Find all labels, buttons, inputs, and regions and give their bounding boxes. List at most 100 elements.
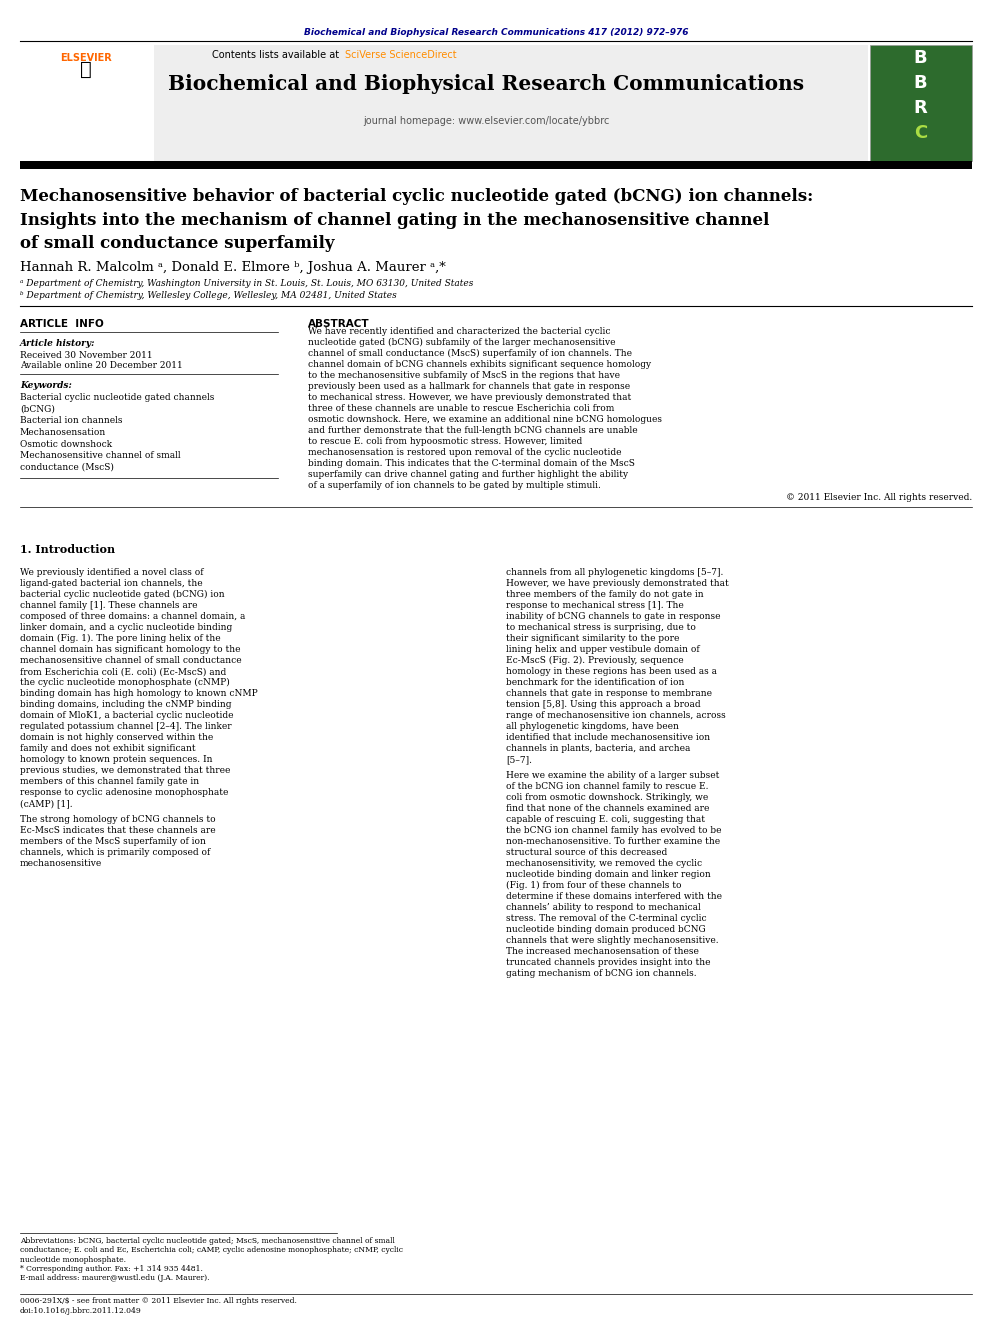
Text: channel family [1]. These channels are: channel family [1]. These channels are	[20, 601, 197, 610]
Text: channels that gate in response to membrane: channels that gate in response to membra…	[506, 689, 712, 699]
Text: mechanosensitive channel of small conductance: mechanosensitive channel of small conduc…	[20, 656, 241, 665]
Text: Available online 20 December 2011: Available online 20 December 2011	[20, 361, 183, 370]
Text: benchmark for the identification of ion: benchmark for the identification of ion	[506, 677, 684, 687]
Text: to the mechanosensitive subfamily of MscS in the regions that have: to the mechanosensitive subfamily of Msc…	[308, 370, 620, 380]
Text: Ec-MscS indicates that these channels are: Ec-MscS indicates that these channels ar…	[20, 826, 215, 835]
Text: Mechanosensitive channel of small: Mechanosensitive channel of small	[20, 451, 181, 460]
Text: channels in plants, bacteria, and archea: channels in plants, bacteria, and archea	[506, 744, 690, 753]
Text: doi:10.1016/j.bbrc.2011.12.049: doi:10.1016/j.bbrc.2011.12.049	[20, 1307, 142, 1315]
Text: superfamily can drive channel gating and further highlight the ability: superfamily can drive channel gating and…	[308, 470, 628, 479]
Text: all phylogenetic kingdoms, have been: all phylogenetic kingdoms, have been	[506, 722, 679, 732]
Text: B: B	[914, 49, 928, 67]
Text: [5–7].: [5–7].	[506, 755, 532, 763]
Text: Biochemical and Biophysical Research Communications 417 (2012) 972–976: Biochemical and Biophysical Research Com…	[304, 28, 688, 37]
Text: identified that include mechanosensitive ion: identified that include mechanosensitive…	[506, 733, 710, 742]
Text: mechanosensitivity, we removed the cyclic: mechanosensitivity, we removed the cycli…	[506, 859, 702, 868]
Text: (cAMP) [1].: (cAMP) [1].	[20, 799, 72, 808]
Text: binding domain. This indicates that the C-terminal domain of the MscS: binding domain. This indicates that the …	[308, 459, 635, 467]
Text: non-mechanosensitive. To further examine the: non-mechanosensitive. To further examine…	[506, 837, 720, 847]
Text: channel domain of bCNG channels exhibits significant sequence homology: channel domain of bCNG channels exhibits…	[308, 360, 651, 369]
Text: previous studies, we demonstrated that three: previous studies, we demonstrated that t…	[20, 766, 230, 775]
Text: Mechanosensitive behavior of bacterial cyclic nucleotide gated (bCNG) ion channe: Mechanosensitive behavior of bacterial c…	[20, 188, 813, 205]
Text: Abbreviations: bCNG, bacterial cyclic nucleotide gated; MscS, mechanosensitive c: Abbreviations: bCNG, bacterial cyclic nu…	[20, 1237, 395, 1245]
Text: regulated potassium channel [2–4]. The linker: regulated potassium channel [2–4]. The l…	[20, 722, 231, 732]
Text: composed of three domains: a channel domain, a: composed of three domains: a channel dom…	[20, 613, 245, 622]
Text: Bacterial cyclic nucleotide gated channels: Bacterial cyclic nucleotide gated channe…	[20, 393, 214, 402]
Text: capable of rescuing E. coli, suggesting that: capable of rescuing E. coli, suggesting …	[506, 815, 705, 824]
Text: bacterial cyclic nucleotide gated (bCNG) ion: bacterial cyclic nucleotide gated (bCNG)…	[20, 590, 224, 599]
Text: 0006-291X/$ - see front matter © 2011 Elsevier Inc. All rights reserved.: 0006-291X/$ - see front matter © 2011 El…	[20, 1297, 297, 1304]
Text: determine if these domains interfered with the: determine if these domains interfered wi…	[506, 892, 722, 901]
Text: mechanosensation is restored upon removal of the cyclic nucleotide: mechanosensation is restored upon remova…	[308, 447, 621, 456]
Text: their significant similarity to the pore: their significant similarity to the pore	[506, 634, 680, 643]
Text: Bacterial ion channels: Bacterial ion channels	[20, 417, 122, 425]
Text: coli from osmotic downshock. Strikingly, we: coli from osmotic downshock. Strikingly,…	[506, 792, 708, 802]
Text: lining helix and upper vestibule domain of: lining helix and upper vestibule domain …	[506, 646, 699, 654]
Text: conductance (MscS): conductance (MscS)	[20, 463, 114, 472]
Text: of the bCNG ion channel family to rescue E.: of the bCNG ion channel family to rescue…	[506, 782, 708, 791]
Text: structural source of this decreased: structural source of this decreased	[506, 848, 668, 857]
Text: journal homepage: www.elsevier.com/locate/ybbrc: journal homepage: www.elsevier.com/locat…	[363, 116, 609, 127]
Text: channels, which is primarily composed of: channels, which is primarily composed of	[20, 848, 210, 857]
Text: © 2011 Elsevier Inc. All rights reserved.: © 2011 Elsevier Inc. All rights reserved…	[786, 492, 972, 501]
Text: The strong homology of bCNG channels to: The strong homology of bCNG channels to	[20, 815, 215, 824]
Text: to mechanical stress. However, we have previously demonstrated that: to mechanical stress. However, we have p…	[308, 393, 631, 402]
Text: tension [5,8]. Using this approach a broad: tension [5,8]. Using this approach a bro…	[506, 700, 700, 709]
Text: nucleotide gated (bCNG) subfamily of the larger mechanosensitive: nucleotide gated (bCNG) subfamily of the…	[308, 337, 615, 347]
Text: linker domain, and a cyclic nucleotide binding: linker domain, and a cyclic nucleotide b…	[20, 623, 232, 632]
Text: Biochemical and Biophysical Research Communications: Biochemical and Biophysical Research Com…	[168, 74, 805, 94]
Text: We previously identified a novel class of: We previously identified a novel class o…	[20, 568, 203, 577]
Text: C: C	[914, 124, 928, 143]
Text: gating mechanism of bCNG ion channels.: gating mechanism of bCNG ion channels.	[506, 968, 696, 978]
FancyBboxPatch shape	[20, 45, 868, 161]
Text: nucleotide monophosphate.: nucleotide monophosphate.	[20, 1256, 126, 1263]
Text: to rescue E. coli from hypoosmotic stress. However, limited: to rescue E. coli from hypoosmotic stres…	[308, 437, 581, 446]
Text: members of the MscS superfamily of ion: members of the MscS superfamily of ion	[20, 837, 205, 847]
Text: range of mechanosensitive ion channels, across: range of mechanosensitive ion channels, …	[506, 710, 726, 720]
Text: members of this channel family gate in: members of this channel family gate in	[20, 777, 199, 786]
Text: binding domains, including the cNMP binding: binding domains, including the cNMP bind…	[20, 700, 231, 709]
Text: response to cyclic adenosine monophosphate: response to cyclic adenosine monophospha…	[20, 787, 228, 796]
Text: find that none of the channels examined are: find that none of the channels examined …	[506, 804, 709, 814]
Text: from Escherichia coli (E. coli) (Ec-MscS) and: from Escherichia coli (E. coli) (Ec-MscS…	[20, 667, 226, 676]
Text: three members of the family do not gate in: three members of the family do not gate …	[506, 590, 703, 599]
Text: channel domain has significant homology to the: channel domain has significant homology …	[20, 646, 240, 654]
Text: the bCNG ion channel family has evolved to be: the bCNG ion channel family has evolved …	[506, 826, 721, 835]
Text: Ec-MscS (Fig. 2). Previously, sequence: Ec-MscS (Fig. 2). Previously, sequence	[506, 656, 683, 665]
Text: osmotic downshock. Here, we examine an additional nine bCNG homologues: osmotic downshock. Here, we examine an a…	[308, 414, 662, 423]
Text: channels’ ability to respond to mechanical: channels’ ability to respond to mechanic…	[506, 902, 700, 912]
Text: B: B	[914, 74, 928, 93]
Text: previously been used as a hallmark for channels that gate in response: previously been used as a hallmark for c…	[308, 381, 630, 390]
Text: Contents lists available at: Contents lists available at	[212, 50, 342, 61]
Text: nucleotide binding domain and linker region: nucleotide binding domain and linker reg…	[506, 871, 710, 878]
FancyBboxPatch shape	[20, 161, 972, 169]
Text: domain is not highly conserved within the: domain is not highly conserved within th…	[20, 733, 213, 742]
Text: homology in these regions has been used as a: homology in these regions has been used …	[506, 667, 717, 676]
Text: and further demonstrate that the full-length bCNG channels are unable: and further demonstrate that the full-le…	[308, 426, 637, 435]
Text: R: R	[914, 99, 928, 118]
Text: ᵇ Department of Chemistry, Wellesley College, Wellesley, MA 02481, United States: ᵇ Department of Chemistry, Wellesley Col…	[20, 291, 397, 300]
Text: SciVerse ScienceDirect: SciVerse ScienceDirect	[345, 50, 457, 61]
Text: domain (Fig. 1). The pore lining helix of the: domain (Fig. 1). The pore lining helix o…	[20, 634, 220, 643]
Text: nucleotide binding domain produced bCNG: nucleotide binding domain produced bCNG	[506, 925, 705, 934]
Text: response to mechanical stress [1]. The: response to mechanical stress [1]. The	[506, 601, 683, 610]
Text: However, we have previously demonstrated that: However, we have previously demonstrated…	[506, 579, 729, 589]
Text: the cyclic nucleotide monophosphate (cNMP): the cyclic nucleotide monophosphate (cNM…	[20, 677, 229, 687]
FancyBboxPatch shape	[20, 45, 154, 161]
FancyBboxPatch shape	[870, 45, 972, 161]
Text: mechanosensitive: mechanosensitive	[20, 859, 102, 868]
Text: 1. Introduction: 1. Introduction	[20, 544, 115, 556]
Text: channels from all phylogenetic kingdoms [5–7].: channels from all phylogenetic kingdoms …	[506, 568, 723, 577]
Text: ligand-gated bacterial ion channels, the: ligand-gated bacterial ion channels, the	[20, 579, 202, 589]
Text: channels that were slightly mechanosensitive.: channels that were slightly mechanosensi…	[506, 935, 718, 945]
Text: of a superfamily of ion channels to be gated by multiple stimuli.: of a superfamily of ion channels to be g…	[308, 480, 600, 490]
Text: homology to known protein sequences. In: homology to known protein sequences. In	[20, 755, 212, 763]
Text: Keywords:: Keywords:	[20, 381, 71, 390]
Text: (Fig. 1) from four of these channels to: (Fig. 1) from four of these channels to	[506, 881, 682, 890]
Text: Mechanosensation: Mechanosensation	[20, 427, 106, 437]
Text: Insights into the mechanism of channel gating in the mechanosensitive channel: Insights into the mechanism of channel g…	[20, 212, 769, 229]
Text: * Corresponding author. Fax: +1 314 935 4481.: * Corresponding author. Fax: +1 314 935 …	[20, 1265, 202, 1273]
Text: The increased mechanosensation of these: The increased mechanosensation of these	[506, 947, 698, 957]
Text: channel of small conductance (MscS) superfamily of ion channels. The: channel of small conductance (MscS) supe…	[308, 349, 632, 357]
Text: inability of bCNG channels to gate in response: inability of bCNG channels to gate in re…	[506, 613, 720, 622]
